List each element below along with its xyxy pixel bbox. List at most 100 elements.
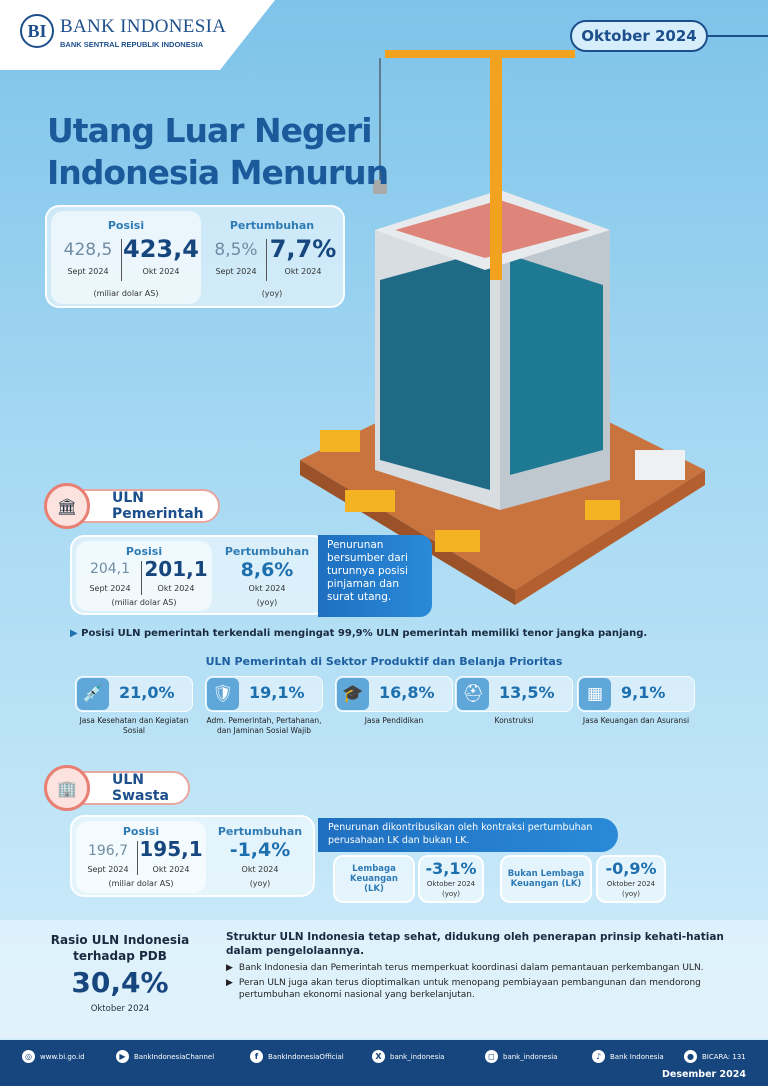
hard-hat-icon: ⛑ xyxy=(457,678,489,710)
sector-name: Jasa Kesehatan dan Kegiatan Sosial xyxy=(79,716,189,735)
divider xyxy=(137,841,138,875)
growth-prev-period: Sept 2024 xyxy=(215,267,257,276)
crane-tower xyxy=(490,50,502,280)
sector-percent: 19,1% xyxy=(249,683,305,702)
globe-icon: ◎ xyxy=(22,1050,35,1063)
section-title: ULN Pemerintah xyxy=(112,490,204,522)
summary-bullet: ▶ Bank Indonesia dan Pemerintah terus mem… xyxy=(226,962,726,974)
growth-unit: (yoy) xyxy=(261,289,283,298)
truck xyxy=(345,490,395,512)
crane-jib xyxy=(385,50,575,58)
sector-item: 🎓 16,8% Jasa Pendidikan xyxy=(335,676,455,725)
lk-unit: (yoy) xyxy=(441,890,461,898)
bullet-text: Posisi ULN pemerintah terkendali menging… xyxy=(81,628,648,639)
lk-value: -3,1% xyxy=(425,859,477,878)
posisi-label: Posisi xyxy=(125,545,163,558)
excavator xyxy=(320,430,360,452)
summary-headline: Struktur ULN Indonesia tetap sehat, didu… xyxy=(226,931,724,957)
lk-period: Oktober 2024 xyxy=(426,880,476,888)
sector-name: Adm. Pemerintah, Pertahanan, dan Jaminan… xyxy=(206,716,322,735)
footer-link[interactable]: f BankIndonesiaOfficial xyxy=(250,1050,344,1063)
page-title: Utang Luar Negeri Indonesia Menurun xyxy=(47,110,389,194)
platform-side xyxy=(515,470,705,605)
period-badge: Oktober 2024 xyxy=(570,20,708,52)
posisi-panel xyxy=(51,211,201,304)
footer-link[interactable]: ♪ Bank Indonesia xyxy=(592,1050,664,1063)
growth-current: 7,7% xyxy=(269,235,337,263)
lk-value-box: -3,1% Oktober 2024 (yoy) xyxy=(418,855,484,903)
growth-prev: 8,5% xyxy=(214,240,258,260)
growth-curr-period: Okt 2024 xyxy=(284,267,322,276)
bullet-arrow-icon: ▶ xyxy=(226,978,233,988)
prev-value: 428,5 xyxy=(63,240,113,260)
posisi-label: Posisi xyxy=(107,219,145,232)
curr-period: Okt 2024 xyxy=(157,584,195,593)
non-lk-period: Oktober 2024 xyxy=(606,880,656,888)
curr-period: Okt 2024 xyxy=(142,267,180,276)
prev-value: 196,7 xyxy=(87,843,129,859)
materials xyxy=(635,450,685,480)
bullet-text: Bank Indonesia dan Pemerintah terus memp… xyxy=(238,963,704,973)
calculator-icon: ▦ xyxy=(579,678,611,710)
footer-link-label: BICARA: 131 xyxy=(702,1052,746,1061)
forklift xyxy=(585,500,620,520)
footer-link[interactable]: ◎ www.bi.go.id xyxy=(22,1050,85,1063)
posisi-panel xyxy=(76,541,212,611)
posisi-panel xyxy=(76,821,206,893)
x-icon: X xyxy=(372,1050,385,1063)
footer-link-label: BankIndonesiaChannel xyxy=(134,1052,215,1061)
ratio-period: Oktober 2024 xyxy=(90,1004,150,1014)
footer-link[interactable]: ● BICARA: 131 xyxy=(684,1050,746,1063)
current-value: 423,4 xyxy=(123,235,199,263)
sector-name: Konstruksi xyxy=(494,716,534,725)
growth-unit: (yoy) xyxy=(256,598,278,607)
total-stats-card: Posisi 428,5 423,4 Sept 2024 Okt 2024 (m… xyxy=(45,205,345,308)
building-glass xyxy=(380,250,490,490)
footer-link-label: bank_indonesia xyxy=(390,1052,445,1061)
lk-label: Lembaga Keuangan (LK) xyxy=(333,855,415,903)
non-lk-value-box: -0,9% Oktober 2024 (yoy) xyxy=(596,855,666,903)
footer-link[interactable]: ▶ BankIndonesiaChannel xyxy=(116,1050,214,1063)
bi-logo-icon: BI xyxy=(20,14,54,48)
instagram-icon: ◻ xyxy=(485,1050,498,1063)
sector-item: ⛑ 13,5% Konstruksi xyxy=(455,676,575,725)
sector-item: ▦ 9,1% Jasa Keuangan dan Asuransi xyxy=(577,676,697,725)
current-value: 195,1 xyxy=(139,837,203,861)
prev-period: Sept 2024 xyxy=(87,865,129,874)
footer-link[interactable]: ◻ bank_indonesia xyxy=(485,1050,557,1063)
prev-period: Sept 2024 xyxy=(89,584,131,593)
growth-label: Pertumbuhan xyxy=(217,825,303,838)
logo-area: BI BANK INDONESIA BANK SENTRAL REPUBLIK … xyxy=(0,0,275,70)
pemerintah-note: Penurunan bersumber dari turunnya posisi… xyxy=(318,535,432,617)
crane-load xyxy=(373,180,387,194)
office-building-icon: 🏢 xyxy=(44,765,90,811)
growth-period: Okt 2024 xyxy=(248,584,286,593)
growth-value: 8,6% xyxy=(240,559,294,581)
footer-link-label: Bank Indonesia xyxy=(610,1052,664,1061)
bank-subtitle: BANK SENTRAL REPUBLIK INDONESIA xyxy=(60,40,204,49)
footer-link-label: BankIndonesiaOfficial xyxy=(268,1052,344,1061)
tiktok-icon: ♪ xyxy=(592,1050,605,1063)
prev-value: 204,1 xyxy=(89,561,131,577)
summary-bullet: ▶ Peran ULN juga akan terus dioptimalkan … xyxy=(226,977,726,1001)
sector-title: ULN Pemerintah di Sektor Produktif dan B… xyxy=(205,655,563,668)
syringe-icon: 💉 xyxy=(77,678,109,710)
bullet-arrow-icon: ▶ xyxy=(226,963,233,973)
construction-illustration xyxy=(300,50,705,605)
pemerintah-bullet: ▶ Posisi ULN pemerintah terkendali mengi… xyxy=(70,628,750,639)
posisi-label: Posisi xyxy=(122,825,160,838)
footer: ◎ www.bi.go.id ▶ BankIndonesiaChannel f BankI… xyxy=(0,1040,768,1086)
current-value: 201,1 xyxy=(144,557,208,581)
sector-percent: 9,1% xyxy=(621,683,666,702)
unit-label: (miliar dolar AS) xyxy=(93,289,159,298)
footer-link-label: www.bi.go.id xyxy=(40,1052,85,1061)
ratio-title: Rasio ULN Indonesia terhadap PDB xyxy=(50,933,190,963)
growth-unit: (yoy) xyxy=(249,879,271,888)
growth-value: -1,4% xyxy=(229,839,291,861)
swasta-note: Penurunan dikontribusikan oleh kontraksi… xyxy=(318,818,618,852)
sector-percent: 16,8% xyxy=(379,683,435,702)
divider xyxy=(141,561,142,595)
building-glass xyxy=(510,255,603,475)
non-lk-value: -0,9% xyxy=(605,859,657,878)
